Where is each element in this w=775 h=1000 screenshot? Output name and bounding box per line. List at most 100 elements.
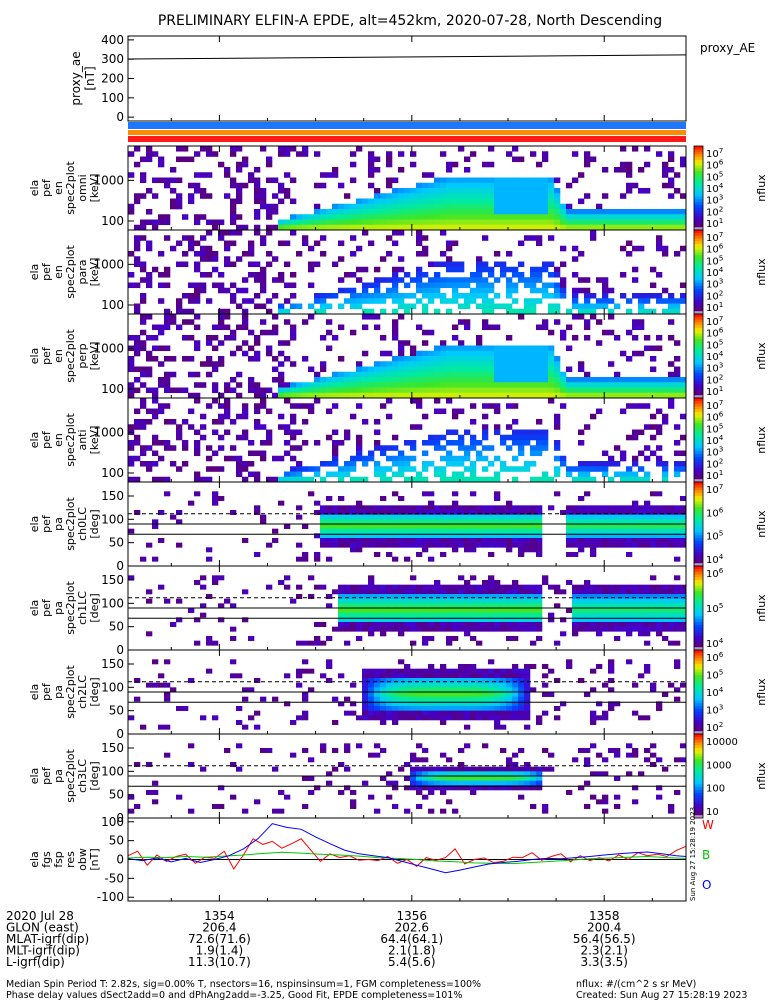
spectrogram-cell [536,584,543,590]
spectrogram-cell [476,450,483,457]
spectrogram-cell [356,626,363,632]
spectrogram-cell [656,392,663,399]
spectrogram-cell [350,455,357,462]
spectrogram-cell [344,505,351,511]
colorbar-segment [694,644,703,648]
spectrogram-cell [296,219,303,226]
spectrogram-cell [392,209,399,215]
spectrogram-cell [488,673,495,679]
spectrogram-cell [344,193,351,199]
spectrogram-cell [416,771,423,777]
spectrogram-cell [572,626,579,632]
spectrogram-cell [362,382,369,388]
spectrogram-cell [446,519,453,525]
spectrogram-cell [620,193,627,199]
spectrogram-cell [488,209,495,215]
spectrogram-cell [500,519,507,525]
spectrogram-cell [272,177,279,184]
spectrogram-cell [374,198,381,205]
colorbar-segment [694,442,703,446]
spectrogram-cell [344,598,351,604]
spectrogram-cell [392,356,399,362]
spectrogram-cell [530,350,537,357]
spectrogram-cell [440,664,447,669]
spectrogram-cell [242,538,249,543]
spectrogram-cell [632,403,639,409]
colorbar-segment [694,776,703,780]
spectrogram-cell [638,392,645,399]
spectrogram-cell [326,505,333,511]
spectrogram-cell [524,668,531,674]
spectrogram-cell [422,701,429,707]
spectrogram-cell [668,804,675,809]
spectrogram-cell [410,687,417,693]
colorbar-segment [694,582,703,586]
spectrogram-cell [518,392,525,399]
spectrogram-cell [410,224,417,231]
spectrogram-cell [248,240,255,247]
spectrogram-cell [524,361,531,367]
spectrogram-cell [506,766,513,772]
spectrogram-cell [650,524,657,529]
spectrogram-cell [440,710,447,716]
spectrogram-cell [452,687,459,693]
spectrogram-cell [314,533,321,539]
spectrogram-cell [680,682,687,688]
spectrogram-cell [332,538,339,543]
spectrogram-cell [500,182,507,189]
spectrogram-cell [296,151,303,157]
spectrogram-cell [206,251,213,257]
spectrogram-cell [530,461,537,467]
spectrogram-cell [410,188,417,194]
spectrogram-cell [506,603,513,609]
spectrogram-cell [488,617,495,623]
colorbar-segment [694,781,703,785]
spectrogram-cell [356,514,363,520]
spectrogram-cell [326,678,333,683]
spectrogram-cell [500,715,507,721]
spectrogram-cell [446,514,453,520]
spectrogram-cell [218,287,225,294]
spectrogram-cell [482,476,489,483]
spectrogram-cell [506,608,513,613]
spectrogram-cell [494,350,501,357]
spectrogram-cell [542,345,549,352]
spectrogram-cells [128,743,687,814]
spectrogram-cell [524,209,531,215]
spectrogram-cell [614,626,621,632]
ephemeris-row-label: GLON (east) [6,921,79,935]
spectrogram-cell [500,771,507,777]
spectrogram-cell [308,392,315,399]
spectrogram-cell [380,308,387,315]
spectrogram-cell [434,471,441,478]
spectrogram-cell [464,626,471,632]
spectrogram-cell [566,214,573,220]
spectrogram-cell [554,287,561,294]
spectrogram-cell [464,519,471,525]
spectrogram-cell [392,277,399,283]
spectrogram-cell [392,780,399,786]
spectrogram-cell [386,617,393,623]
spectrogram-cell [590,668,597,674]
spectrogram-cell [482,622,489,627]
spectrogram-cell [200,434,207,441]
spectrogram-cell [440,682,447,688]
spectrogram-cell [530,445,537,451]
spectrogram-cell [584,392,591,399]
spectrogram-cell [620,471,627,478]
spectrogram-cell [410,366,417,373]
spectrogram-cell [470,780,477,786]
spectrogram-cell [410,538,417,543]
spectrogram-cell [500,701,507,707]
spectrogram-cell [458,603,465,609]
spectrogram-cell [470,151,477,157]
spectrogram-cell [200,766,207,772]
colorbar-segment [694,773,703,777]
spectrogram-cell [464,743,471,749]
colorbar-segment [694,711,703,715]
spectrogram-cell [488,538,495,543]
spectrogram-cell [476,188,483,194]
spectrogram-cell [524,193,531,199]
spectrogram-cell [140,277,147,283]
spectrogram-cell [260,266,267,273]
